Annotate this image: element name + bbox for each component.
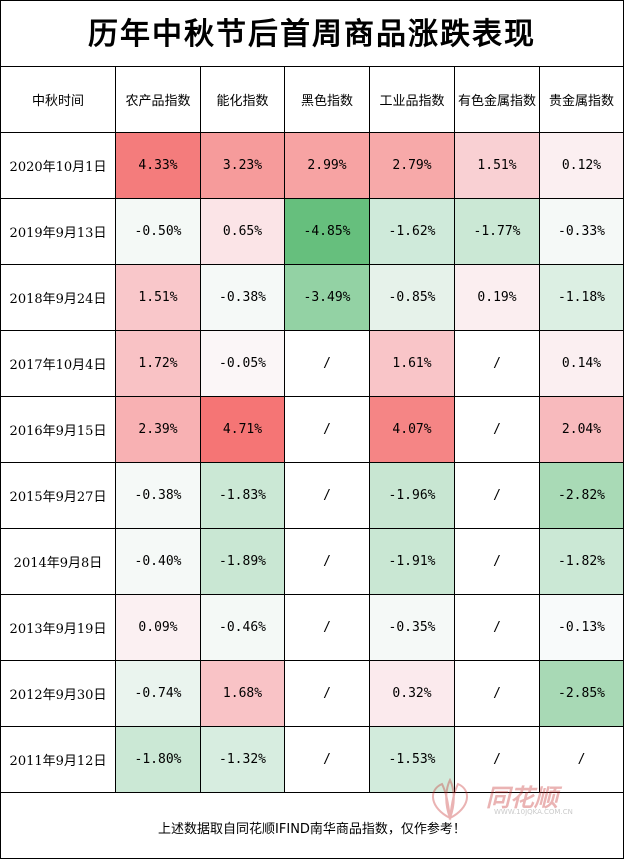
value-cell: -0.85% — [369, 264, 455, 331]
table-row: 2017年10月4日 1.72% -0.05%/1.61%/0.14% — [0, 330, 624, 397]
data-table: 中秋时间 农产品指数 能化指数 黑色指数 工业品指数 有色金属指数 贵金属指数 2020年10… — [0, 66, 624, 793]
table-row: 2013年9月19日 0.09% -0.46% / -0.35% / -0.13% — [0, 594, 624, 661]
watermark-url: WWW.10JQKA.COM.CN — [494, 808, 573, 816]
watermark-brand: 同花顺 — [486, 784, 558, 812]
date-cell: 2014年9月8日 — [0, 528, 116, 595]
value-cell: / — [539, 726, 624, 793]
value-cell: / — [454, 528, 540, 595]
source-note: 上述数据取自同花顺IFIND南华商品指数，仅作参考！ — [158, 822, 466, 837]
value-cell: -1.80% — [115, 726, 201, 793]
table-row: 2019年9月13日 -0.50% 0.65% -4.85% -1.62% -1.77% -… — [0, 198, 624, 265]
watermark: 同花顺 WWW.10JQKA.COM.CN — [420, 778, 610, 822]
value-cell: -1.32% — [200, 726, 285, 793]
value-cell: / — [284, 330, 370, 397]
value-cell: / — [454, 726, 540, 793]
header-row: 中秋时间 农产品指数 能化指数 黑色指数 工业品指数 有色金属指数 贵金属指数 — [0, 66, 624, 133]
value-cell: -1.82% — [539, 528, 624, 595]
column-header: 农产品指数 — [115, 66, 201, 133]
value-cell: 0.32% — [369, 660, 455, 727]
value-cell: 2.99% — [284, 132, 370, 199]
date-cell: 2015年9月27日 — [0, 462, 116, 529]
value-cell: -1.77% — [454, 198, 540, 265]
value-cell: -0.40% — [115, 528, 201, 595]
value-cell: 1.51% — [454, 132, 540, 199]
page-title: 历年中秋节后首周商品涨跌表现 — [88, 17, 536, 52]
value-cell: 1.72% — [115, 330, 201, 397]
value-cell: -0.50% — [115, 198, 201, 265]
date-cell: 2011年9月12日 — [0, 726, 116, 793]
column-header: 能化指数 — [200, 66, 285, 133]
value-cell: / — [454, 462, 540, 529]
value-cell: / — [284, 594, 370, 661]
value-cell: -1.62% — [369, 198, 455, 265]
value-cell: -0.35% — [369, 594, 455, 661]
value-cell: -0.33% — [539, 198, 624, 265]
value-cell: -1.89% — [200, 528, 285, 595]
value-cell: / — [284, 396, 370, 463]
column-header: 贵金属指数 — [539, 66, 624, 133]
value-cell: -0.38% — [115, 462, 201, 529]
value-cell: -0.74% — [115, 660, 201, 727]
value-cell: -1.83% — [200, 462, 285, 529]
value-cell: 3.23% — [200, 132, 285, 199]
value-cell: / — [284, 660, 370, 727]
value-cell: / — [454, 594, 540, 661]
table-row: 2020年10月1日 4.33% 3.23% 2.99% 2.79% 1.51% 0.12% — [0, 132, 624, 199]
value-cell: -1.53% — [369, 726, 455, 793]
footer: 同花顺 WWW.10JQKA.COM.CN 上述数据取自同花顺IFIND南华商品… — [0, 778, 624, 858]
value-cell: 2.79% — [369, 132, 455, 199]
value-cell: -0.38% — [200, 264, 285, 331]
date-cell: 2020年10月1日 — [0, 132, 116, 199]
value-cell: 4.07% — [369, 396, 455, 463]
value-cell: -2.85% — [539, 660, 624, 727]
date-cell: 2013年9月19日 — [0, 594, 116, 661]
value-cell: -3.49% — [284, 264, 370, 331]
date-cell: 2019年9月13日 — [0, 198, 116, 265]
table-row: 2018年9月24日 1.51% -0.38% -3.49% -0.85% 0.19% -1… — [0, 264, 624, 331]
column-header: 工业品指数 — [369, 66, 455, 133]
date-cell: 2017年10月4日 — [0, 330, 116, 397]
value-cell: 1.68% — [200, 660, 285, 727]
date-cell: 2012年9月30日 — [0, 660, 116, 727]
table-row: 2015年9月27日 -0.38% -1.83% / -1.96% / -2.82% — [0, 462, 624, 529]
value-cell: 4.33% — [115, 132, 201, 199]
value-cell: -0.05% — [200, 330, 285, 397]
value-cell: / — [454, 330, 540, 397]
value-cell: 1.61% — [369, 330, 455, 397]
value-cell: 0.19% — [454, 264, 540, 331]
value-cell: 0.65% — [200, 198, 285, 265]
column-header: 中秋时间 — [0, 66, 116, 133]
value-cell: 2.39% — [115, 396, 201, 463]
value-cell: / — [454, 660, 540, 727]
column-header: 黑色指数 — [284, 66, 370, 133]
value-cell: -0.46% — [200, 594, 285, 661]
table-row: 2014年9月8日 -0.40% -1.89% / -1.91% / -1.82% — [0, 528, 624, 595]
date-cell: 2016年9月15日 — [0, 396, 116, 463]
value-cell: / — [284, 462, 370, 529]
table-row: 2012年9月30日 -0.74% 1.68%/0.32% / -2.85% — [0, 660, 624, 727]
value-cell: 1.51% — [115, 264, 201, 331]
date-cell: 2018年9月24日 — [0, 264, 116, 331]
flower-logo-icon — [432, 778, 468, 821]
value-cell: / — [284, 528, 370, 595]
value-cell: -1.96% — [369, 462, 455, 529]
value-cell: / — [454, 396, 540, 463]
value-cell: -2.82% — [539, 462, 624, 529]
value-cell: 0.14% — [539, 330, 624, 397]
table-row: 2016年9月15日 2.39% 4.71%/4.07%/2.04% — [0, 396, 624, 463]
value-cell: -1.18% — [539, 264, 624, 331]
value-cell: / — [284, 726, 370, 793]
value-cell: -1.91% — [369, 528, 455, 595]
value-cell: 0.09% — [115, 594, 201, 661]
value-cell: -4.85% — [284, 198, 370, 265]
value-cell: 2.04% — [539, 396, 624, 463]
column-header: 有色金属指数 — [454, 66, 540, 133]
value-cell: 4.71% — [200, 396, 285, 463]
value-cell: 0.12% — [539, 132, 624, 199]
value-cell: -0.13% — [539, 594, 624, 661]
table-row: 2011年9月12日 -1.80% -1.32% / -1.53% / / — [0, 726, 624, 793]
